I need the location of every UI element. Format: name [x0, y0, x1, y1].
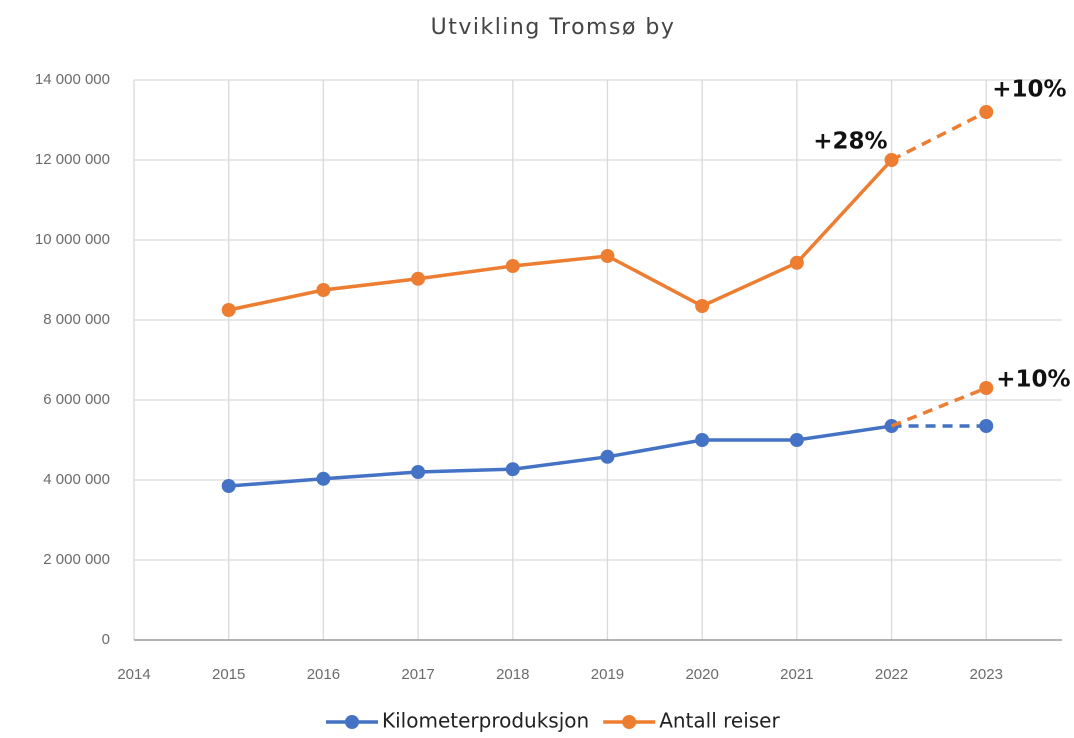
point — [316, 283, 331, 297]
point — [316, 471, 331, 486]
legend-marker — [622, 715, 637, 729]
y-tick-label: 6 000 000 — [43, 391, 110, 408]
annotation: +10% — [996, 367, 1070, 393]
legend-marker — [345, 715, 359, 729]
point — [979, 419, 994, 433]
y-tick-label: 0 — [102, 631, 110, 648]
point — [505, 462, 520, 477]
point — [411, 465, 426, 479]
y-tick-label: 12 000 000 — [35, 151, 110, 168]
annotation: +28% — [813, 129, 887, 155]
point — [505, 259, 520, 273]
x-tick-label: 2014 — [117, 666, 150, 683]
point — [695, 433, 710, 447]
series-line — [228, 158, 893, 312]
point — [979, 381, 994, 395]
y-tick-label: 2 000 000 — [43, 551, 110, 568]
series-line — [890, 110, 988, 162]
y-tick-label: 4 000 000 — [43, 471, 110, 488]
point — [600, 449, 615, 464]
y-tick-label: 8 000 000 — [43, 311, 110, 328]
projection-line — [890, 386, 987, 428]
x-tick-label: 2016 — [307, 666, 340, 683]
x-tick-label: 2022 — [875, 666, 908, 683]
point — [789, 433, 804, 447]
point — [600, 249, 615, 263]
x-tick-label: 2018 — [496, 666, 529, 683]
point — [979, 105, 994, 119]
series-line — [228, 424, 892, 488]
point — [411, 271, 426, 286]
legend-label: Antall reiser — [659, 709, 780, 733]
x-tick-label: 2015 — [212, 666, 245, 683]
annotation: +10% — [992, 77, 1066, 103]
point — [221, 303, 236, 317]
point — [789, 255, 804, 270]
x-tick-label: 2017 — [401, 666, 434, 683]
point — [695, 299, 710, 313]
y-tick-label: 10 000 000 — [35, 231, 110, 248]
chart-title: Utvikling Tromsø by — [431, 15, 676, 40]
x-tick-label: 2019 — [591, 666, 624, 683]
point — [221, 479, 236, 493]
x-tick-label: 2023 — [970, 666, 1003, 683]
legend-label: Kilometerproduksjon — [382, 709, 589, 733]
x-tick-label: 2020 — [685, 666, 718, 683]
x-tick-label: 2021 — [780, 666, 813, 683]
y-tick-label: 14 000 000 — [35, 71, 110, 88]
point — [884, 153, 899, 167]
